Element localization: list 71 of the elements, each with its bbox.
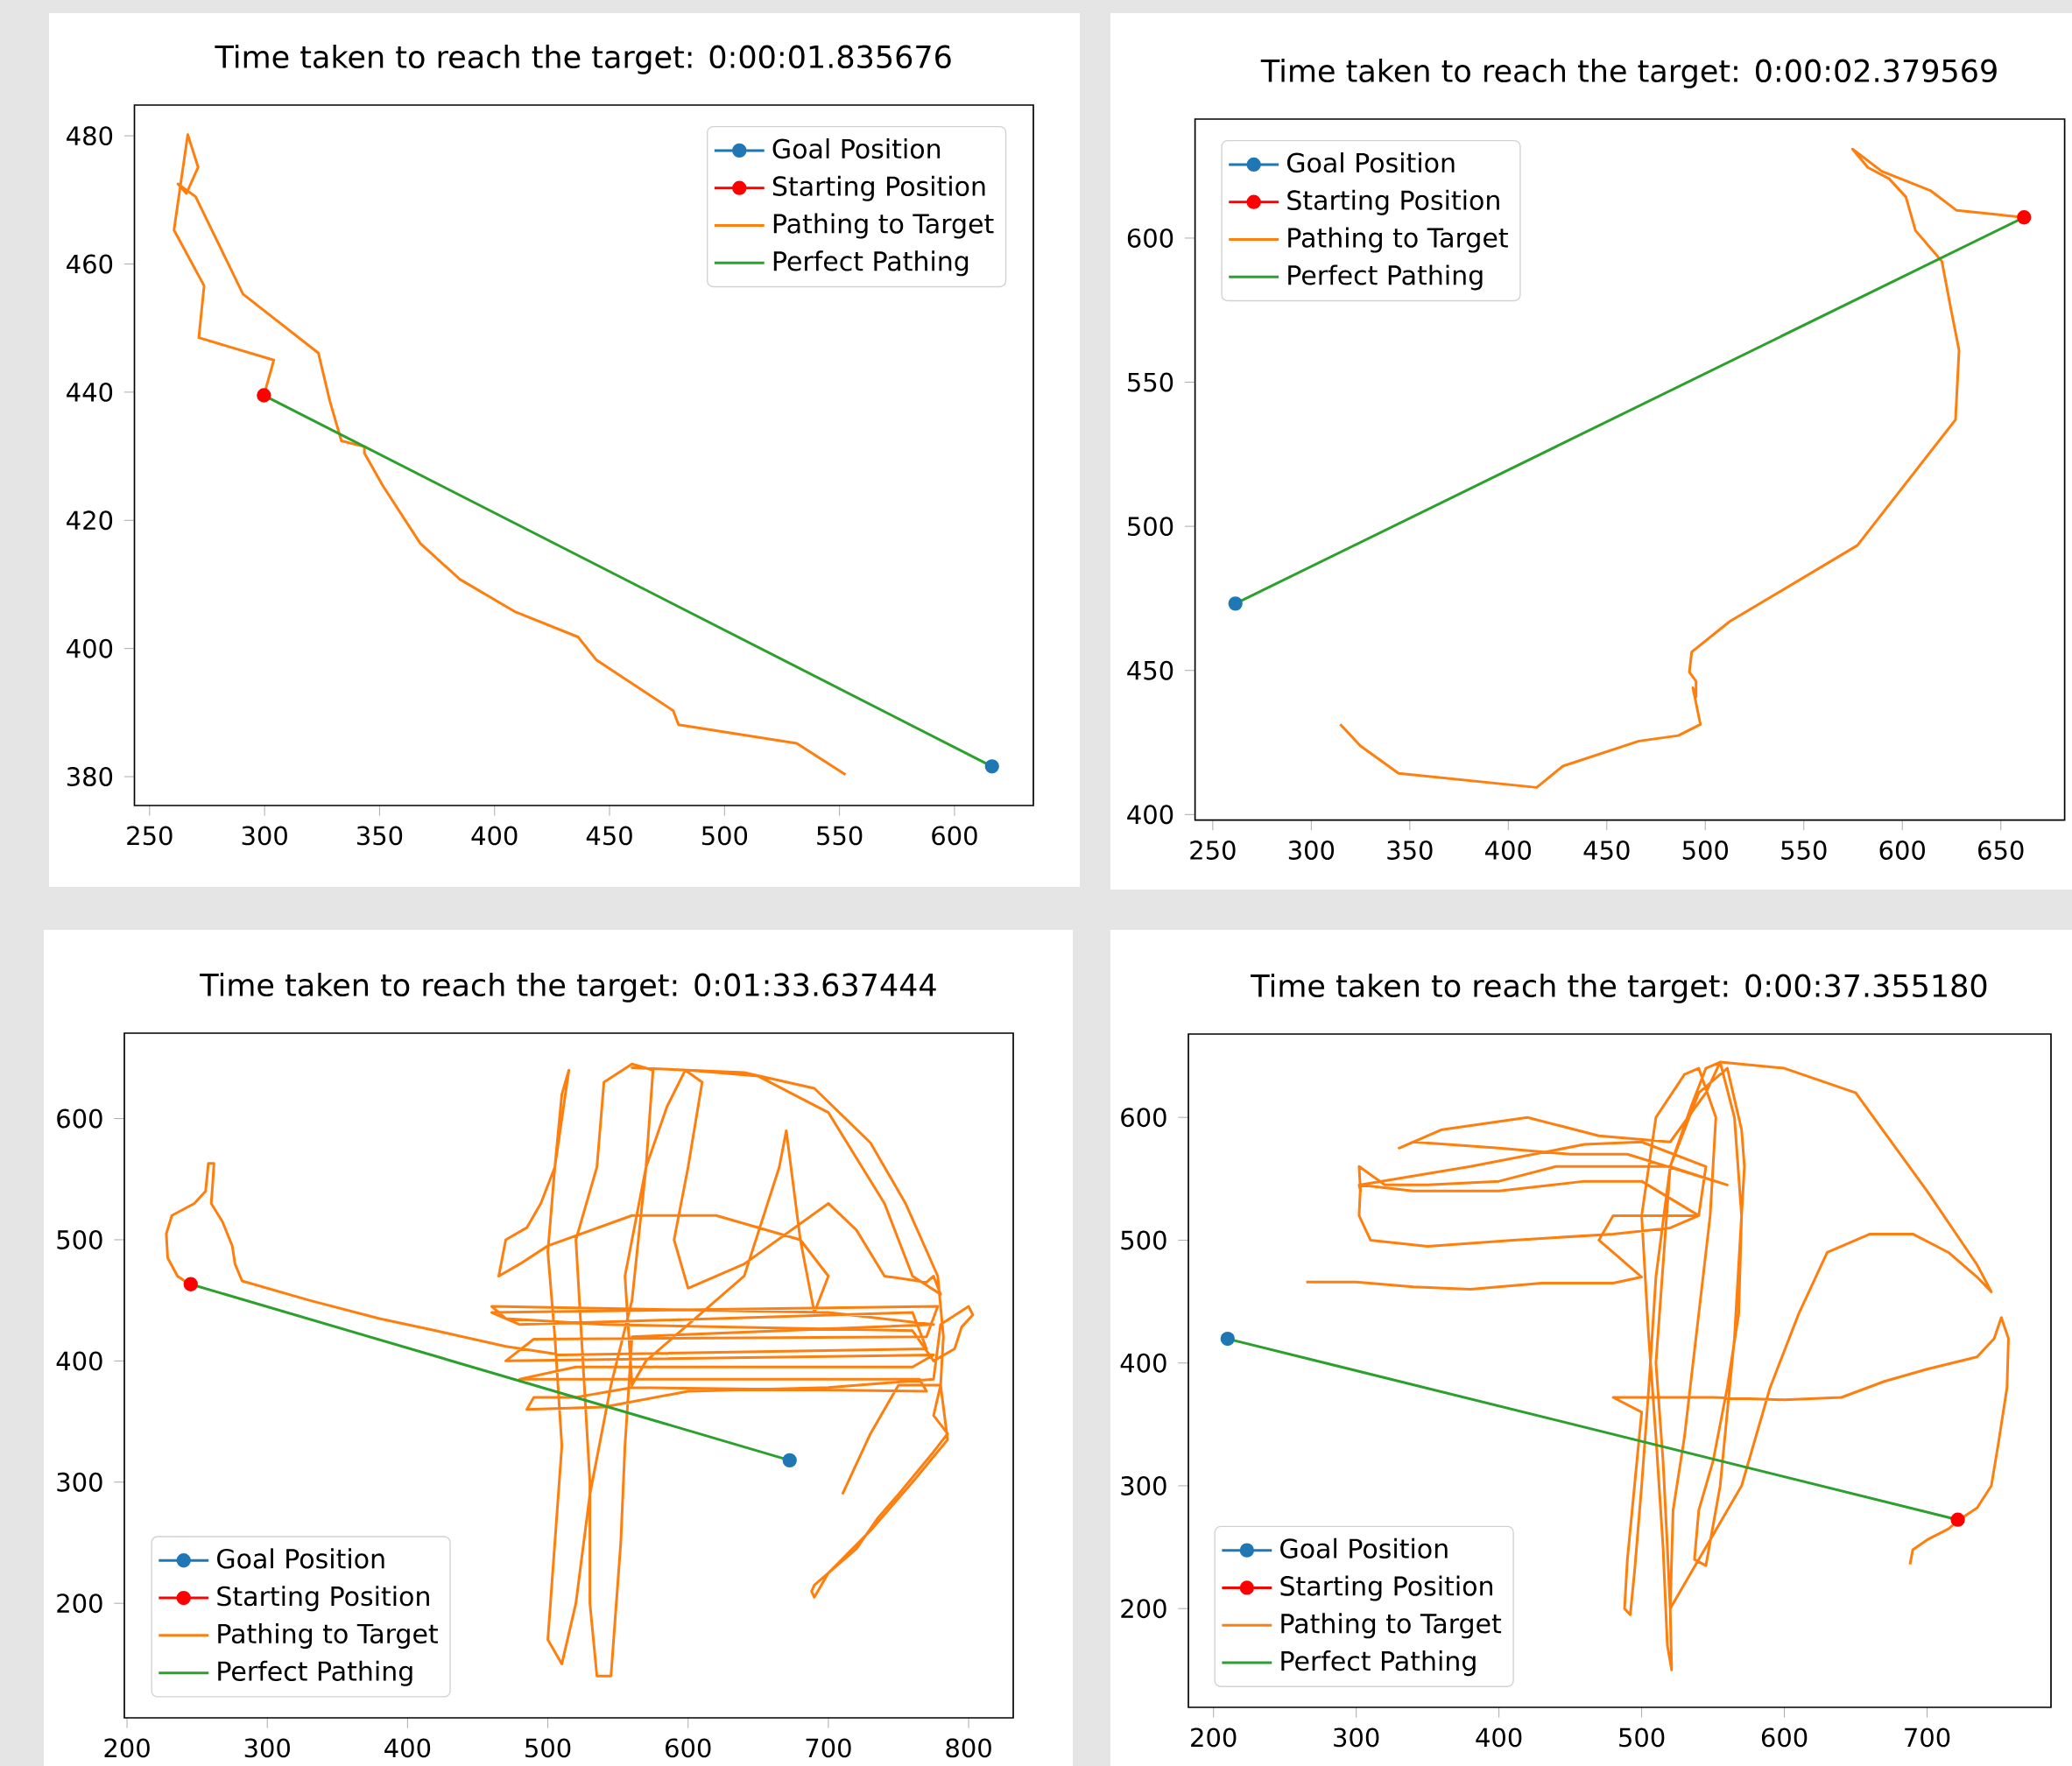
x-tick-label: 400 [471,826,518,846]
x-tick-label: 500 [1619,1727,1665,1748]
y-tick-label: 300 [57,1472,102,1492]
legend-label: Starting Position [772,175,985,201]
x-tick-label: 300 [242,826,287,846]
x-tick-label: 400 [1476,1727,1522,1748]
legend-label: Goal Position [772,137,941,159]
y-tick-label: 400 [67,638,113,658]
legend-label: Pathing to Target [218,1622,438,1649]
legend-label: Perfect Pathing [1288,264,1483,291]
legend-label: Perfect Pathing [1281,1650,1476,1677]
legend-label: Starting Position [1287,189,1499,215]
legend-label: Perfect Pathing [773,250,969,277]
y-tick-label: 400 [56,1351,102,1371]
y-tick-label: 400 [1120,1353,1166,1373]
x-tick-label: 200 [104,1738,150,1758]
x-tick-label: 400 [1485,841,1532,860]
x-tick-label: 350 [1387,841,1433,860]
legend-label: Pathing to Target [1288,227,1508,253]
x-tick-label: 500 [525,1738,571,1758]
chart-title: Time taken to reach the target: 0:01:33.637444 [200,973,936,1003]
y-tick-label: 380 [67,767,113,787]
legend-label: Pathing to Target [1281,1613,1502,1639]
x-tick-label: 450 [586,826,632,846]
y-tick-label: 500 [57,1229,102,1249]
y-tick-label: 200 [1121,1599,1166,1619]
legend-label: Goal Position [1280,1537,1448,1558]
x-tick-label: 550 [817,826,863,846]
y-tick-label: 500 [1121,1230,1166,1250]
y-tick-label: 550 [1128,372,1173,392]
legend-label: Perfect Pathing [218,1660,412,1686]
y-tick-label: 300 [1121,1475,1166,1495]
chart-title: Time taken to reach the target: 0:00:01.835676 [215,45,951,74]
legend-label: Starting Position [1280,1575,1492,1601]
x-tick-label: 500 [701,826,748,846]
x-tick-label: 500 [1682,841,1728,860]
x-tick-label: 550 [1781,841,1827,860]
x-tick-label: 600 [666,1738,711,1758]
x-tick-label: 600 [932,826,977,846]
x-tick-label: 250 [127,826,173,846]
x-tick-label: 700 [806,1738,851,1758]
x-tick-label: 600 [1879,841,1925,860]
y-tick-label: 200 [57,1594,102,1614]
x-tick-label: 350 [356,826,403,846]
x-tick-label: 400 [384,1738,431,1758]
x-tick-label: 200 [1191,1727,1237,1748]
legend-label: Goal Position [1286,152,1455,173]
x-tick-label: 700 [1905,1727,1950,1748]
y-tick-label: 480 [67,126,113,146]
x-tick-label: 300 [244,1738,290,1758]
y-tick-label: 600 [1127,228,1173,248]
x-tick-label: 650 [1978,841,2024,860]
y-tick-label: 600 [57,1108,102,1129]
y-tick-label: 420 [67,510,113,531]
x-tick-label: 250 [1190,841,1236,860]
y-tick-label: 600 [1121,1108,1166,1128]
x-tick-label: 300 [1334,1727,1379,1748]
y-tick-label: 400 [1127,805,1173,825]
x-tick-label: 300 [1288,841,1335,860]
chart-title: Time taken to reach the target: 0:00:37.355180 [1251,974,1987,1003]
y-tick-label: 440 [67,382,113,402]
x-tick-label: 600 [1761,1727,1808,1748]
x-tick-label: 800 [946,1738,991,1758]
y-tick-label: 460 [67,254,113,274]
x-tick-label: 450 [1583,841,1630,860]
legend-label: Goal Position [217,1548,384,1569]
y-tick-label: 450 [1127,660,1173,680]
chart-title: Time taken to reach the target: 0:00:02.379569 [1260,59,1997,88]
legend-label: Pathing to Target [773,213,994,239]
legend-label: Starting Position [217,1586,429,1612]
y-tick-label: 500 [1128,517,1173,537]
